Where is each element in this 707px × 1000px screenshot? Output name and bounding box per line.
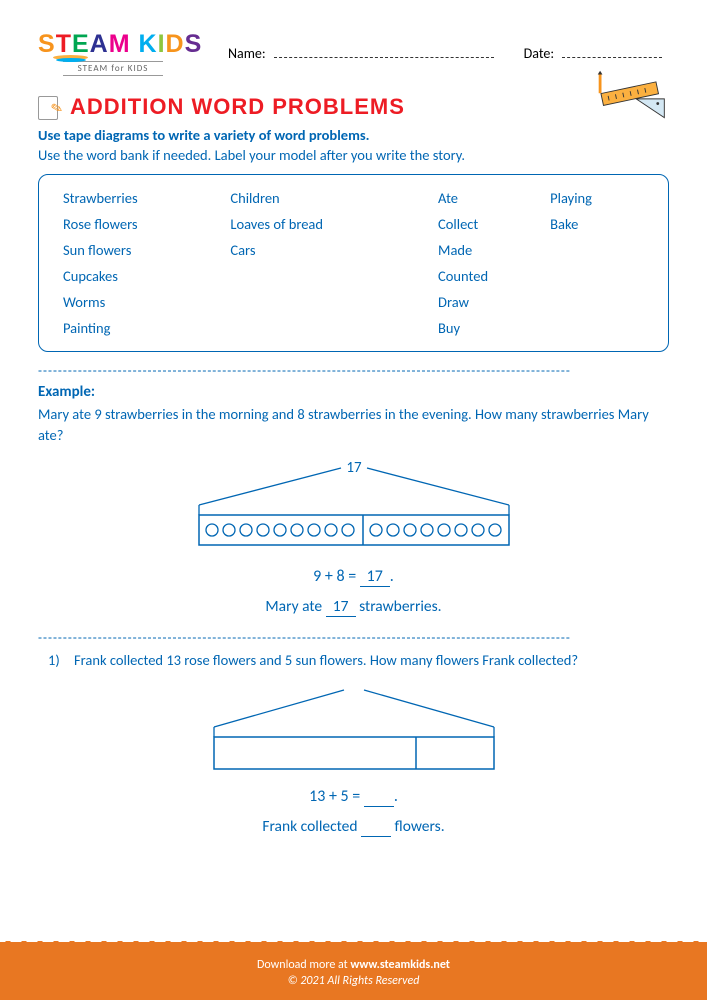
equation-answer-blank[interactable]	[364, 787, 394, 807]
example-tape-diagram: 17	[38, 460, 669, 555]
word-bank-item: Playing	[550, 185, 644, 211]
footer-link[interactable]: www.steamkids.net	[350, 958, 450, 972]
word-bank-item: Ate	[438, 185, 550, 211]
q1-answer-sentence: Frank collected flowers.	[38, 817, 669, 837]
separator: ----------------------------------------…	[38, 631, 669, 646]
question-text: Frank collected 13 rose flowers and 5 su…	[74, 650, 578, 671]
equation-answer[interactable]: 17	[360, 567, 390, 587]
example-text: Mary ate 9 strawberries in the morning a…	[38, 404, 669, 446]
name-field[interactable]: Name:	[228, 45, 494, 62]
note-icon	[38, 94, 60, 120]
word-bank-item: Children	[230, 185, 438, 211]
date-field[interactable]: Date:	[524, 45, 662, 62]
page-title: ADDITION WORD PROBLEMS	[70, 94, 405, 120]
separator: ----------------------------------------…	[38, 364, 669, 379]
date-input-line[interactable]	[562, 57, 662, 58]
q1-tape-diagram	[38, 685, 669, 775]
logo: STEAM KIDS STEAM for KIDS	[38, 30, 208, 76]
instruction: Use the word bank if needed. Label your …	[38, 146, 669, 164]
word-bank: StrawberriesChildrenAtePlaying Rose flow…	[38, 174, 669, 352]
instruction-bold: Use tape diagrams to write a variety of …	[38, 126, 669, 144]
example-answer-sentence: Mary ate 17 strawberries.	[38, 597, 669, 617]
q1-equation: 13 + 5 = .	[38, 787, 669, 807]
question-number: 1)	[48, 650, 66, 671]
name-input-line[interactable]	[274, 57, 494, 58]
ruler-icon	[594, 69, 669, 124]
question-1: 1) Frank collected 13 rose flowers and 5…	[38, 650, 669, 671]
copyright: © 2021 All Rights Reserved	[0, 974, 707, 988]
footer: Download more at www.steamkids.net © 202…	[0, 942, 707, 1000]
header: STEAM KIDS STEAM for KIDS Name: Date:	[38, 30, 669, 76]
logo-subtitle: STEAM for KIDS	[63, 61, 163, 76]
example-label: Example:	[38, 383, 669, 401]
example-equation: 9 + 8 = 17.	[38, 567, 669, 587]
word-bank-item: Strawberries	[63, 185, 230, 211]
svg-text:17: 17	[346, 460, 362, 477]
